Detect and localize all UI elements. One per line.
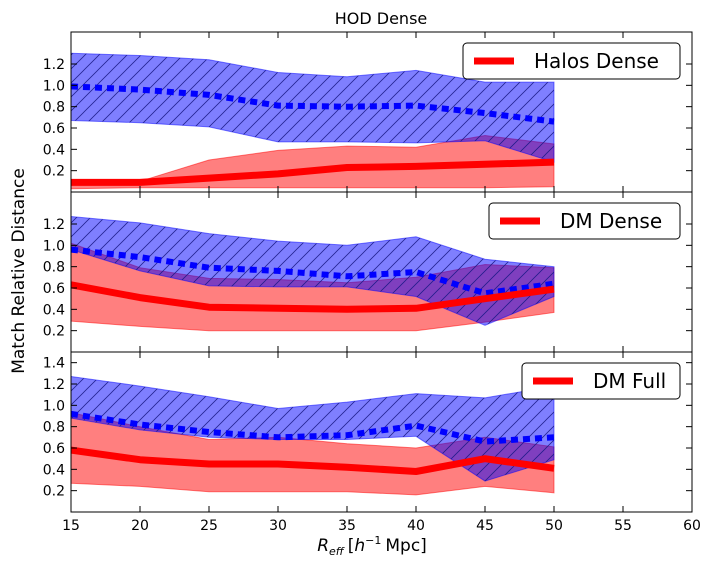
y-tick-label: 0.2 xyxy=(43,164,65,180)
x-tick-label: 40 xyxy=(407,518,425,534)
y-tick-label: 0.8 xyxy=(43,420,65,436)
y-tick-label: 0.6 xyxy=(43,281,65,297)
y-tick-label: 0.8 xyxy=(43,260,65,276)
y-tick-label: 0.2 xyxy=(43,484,65,500)
y-tick-label: 0.4 xyxy=(43,142,65,158)
plot-area-2 xyxy=(71,215,555,332)
legend-label: Halos Dense xyxy=(534,49,659,73)
panels: 0.20.40.60.81.01.2 Halos Dense0.20.40.60.… xyxy=(43,31,701,534)
y-tick-label: 0.4 xyxy=(43,462,65,478)
x-tick-label: 45 xyxy=(476,518,494,534)
blue-mean-line xyxy=(71,83,555,125)
x-axis-label-subscript: eff xyxy=(329,545,345,558)
y-axis-label: Match Relative Distance xyxy=(9,168,29,374)
y-tick-label: 0.4 xyxy=(43,302,65,318)
x-tick-label: 35 xyxy=(338,518,356,534)
x-axis-label-exponent: −1 xyxy=(365,534,381,547)
blue-mean-line xyxy=(71,410,555,445)
x-axis-label-units: Mpc] xyxy=(385,536,426,556)
legend: Halos Dense xyxy=(462,42,681,80)
x-tick-label: 30 xyxy=(269,518,287,534)
y-tick-label: 0.2 xyxy=(43,324,65,340)
legend-box xyxy=(521,362,681,400)
x-tick-label: 25 xyxy=(200,518,218,534)
y-tick-label: 1.4 xyxy=(43,356,65,372)
red-mean-line xyxy=(71,158,555,186)
figure-title: HOD Dense xyxy=(335,9,428,28)
blue-mean-line xyxy=(71,246,555,297)
y-tick-label: 1.0 xyxy=(43,78,65,94)
y-tick-label: 1.2 xyxy=(43,57,65,73)
x-axis-label-symbol: R xyxy=(317,536,329,556)
plot-area-1 xyxy=(71,52,555,190)
red-mean-line xyxy=(71,446,555,475)
y-tick-label: 1.0 xyxy=(43,398,65,414)
y-tick-label: 0.6 xyxy=(43,441,65,457)
legend: DM Full xyxy=(521,362,681,400)
x-axis-label-open-bracket: [ xyxy=(348,536,355,556)
plot-area-3 xyxy=(71,375,555,496)
panel-1: 0.2 0.4 0.6 0.8 1.0 1.2 Halos Dense xyxy=(43,31,693,193)
red-mean-line xyxy=(71,281,555,313)
y-tick-label: 0.8 xyxy=(43,100,65,116)
legend-box xyxy=(462,42,681,80)
x-tick-label: 60 xyxy=(683,518,701,534)
x-tick-label: 20 xyxy=(131,518,149,534)
panel-3: 0.2 0.4 0.6 0.8 1.0 1.2 1.4 15 20 25 30 35 40 45 50 55 6… xyxy=(43,351,701,534)
y-tick-label: 1.2 xyxy=(43,217,65,233)
y-tick-label: 0.6 xyxy=(43,121,65,137)
legend-label: DM Dense xyxy=(560,209,662,233)
x-axis-label-h: h xyxy=(354,536,365,556)
legend-label: DM Full xyxy=(593,369,666,393)
y-tick-label: 1.2 xyxy=(43,377,65,393)
x-tick-label: 50 xyxy=(545,518,563,534)
blue-band-hatch xyxy=(71,376,554,482)
legend: DM Dense xyxy=(488,202,681,240)
y-tick-label: 1.0 xyxy=(43,238,65,254)
x-tick-label: 15 xyxy=(62,518,80,534)
x-axis-label: Reff [h−1 Mpc] xyxy=(317,534,427,558)
panel-2: 0.2 0.4 0.6 0.8 1.0 1.2 DM Dense xyxy=(43,191,693,353)
axes-frame xyxy=(70,351,693,513)
legend-box xyxy=(488,202,681,240)
x-tick-label: 55 xyxy=(614,518,632,534)
